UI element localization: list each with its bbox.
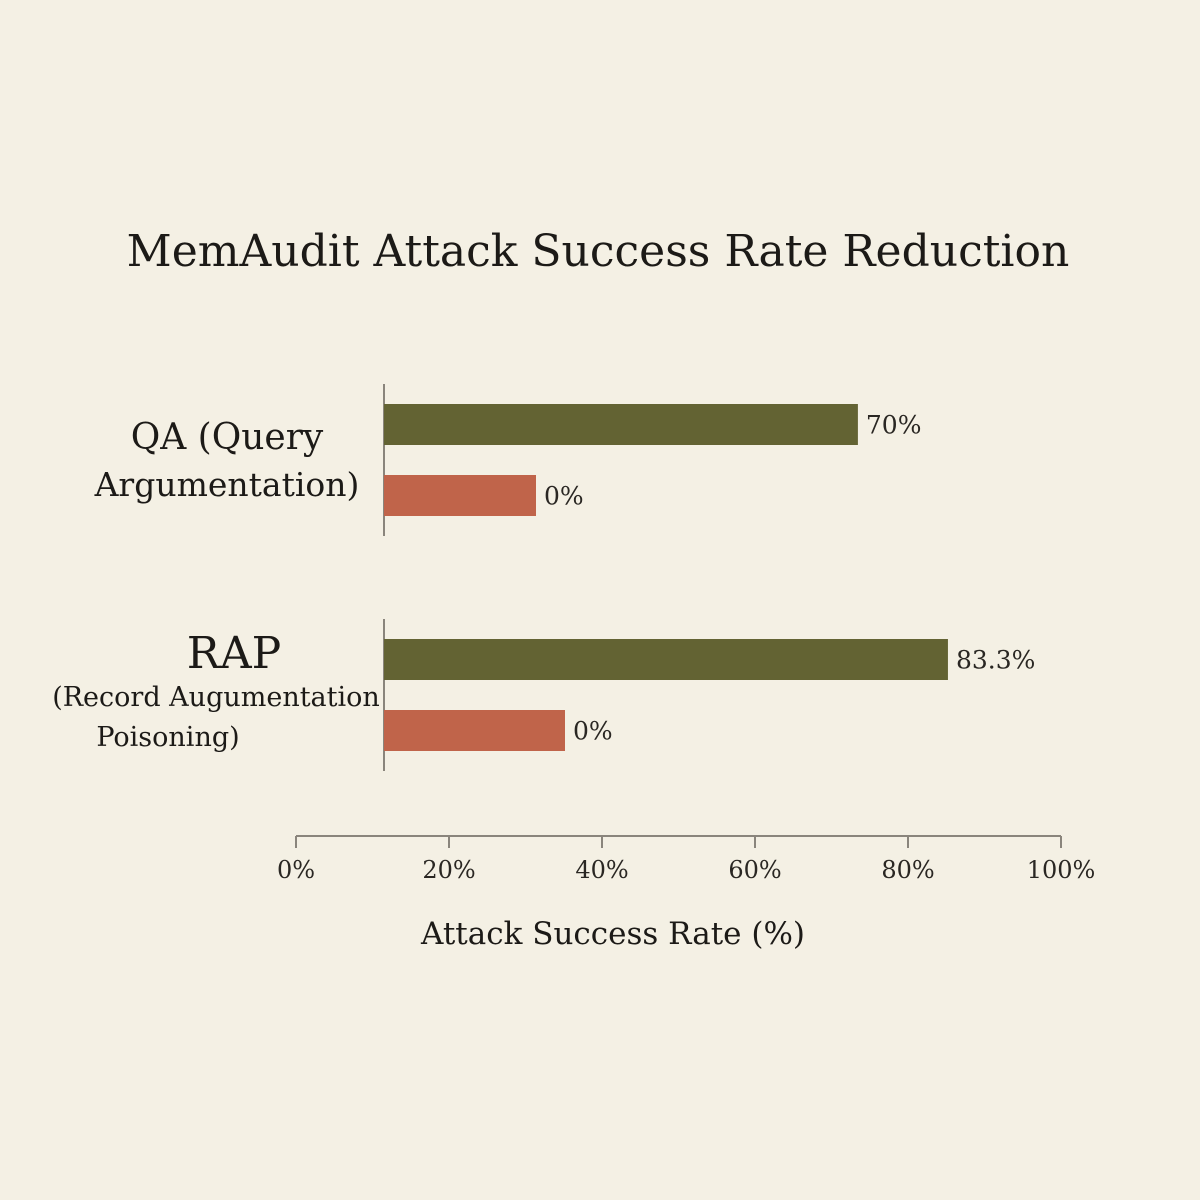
x-tick-label: 0% — [277, 856, 315, 884]
bar — [384, 710, 565, 751]
bar — [384, 475, 536, 516]
x-axis-title: Attack Success Rate (%) — [420, 916, 805, 952]
x-tick-label: 100% — [1027, 856, 1096, 884]
x-tick-label: 40% — [575, 856, 628, 884]
category-label: RAP — [187, 628, 282, 679]
bar-value-label: 0% — [544, 482, 584, 511]
bar-value-label: 70% — [866, 411, 922, 440]
x-tick-label: 80% — [881, 856, 934, 884]
bar — [384, 639, 948, 680]
bar-value-label: 83.3% — [956, 646, 1035, 675]
x-tick-label: 60% — [728, 856, 781, 884]
x-tick-label: 20% — [422, 856, 475, 884]
category-label: Poisoning) — [96, 722, 239, 753]
category-label: Argumentation) — [94, 465, 360, 504]
bar — [384, 404, 858, 445]
bars-layer: 70% 0% QA (Query Argumentation) 83.3% 0% RAP(R… — [52, 384, 1035, 771]
category-label: (Record Augumentation — [52, 682, 380, 713]
category-group: 83.3% 0% RAP(Record Augumentation Poisoning… — [52, 619, 1035, 771]
x-axis: 0% 20% 40% 60% 80% 100% — [277, 835, 1096, 884]
bar-value-label: 0% — [573, 717, 613, 746]
chart-title: MemAudit Attack Success Rate Reduction — [127, 226, 1070, 277]
category-group: 70% 0% QA (Query Argumentation) — [94, 384, 922, 536]
category-label: QA (Query — [131, 417, 324, 458]
